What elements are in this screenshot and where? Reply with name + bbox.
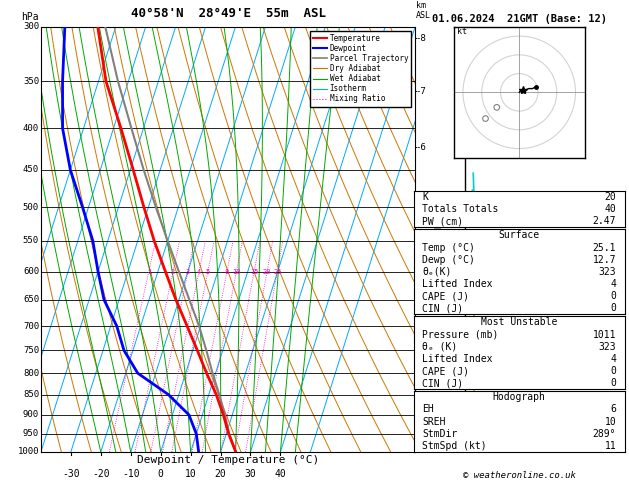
Text: 0: 0 <box>610 366 616 376</box>
Text: 0: 0 <box>610 378 616 388</box>
Text: 700: 700 <box>23 322 39 330</box>
Text: hPa: hPa <box>21 13 39 22</box>
Text: 8: 8 <box>225 269 229 275</box>
Text: 2.47: 2.47 <box>593 216 616 226</box>
Text: 400: 400 <box>23 124 39 133</box>
Text: 800: 800 <box>23 369 39 378</box>
X-axis label: Dewpoint / Temperature (°C): Dewpoint / Temperature (°C) <box>137 455 319 465</box>
Text: K: K <box>422 192 428 202</box>
Text: 350: 350 <box>23 77 39 86</box>
Text: 20: 20 <box>604 192 616 202</box>
Text: -1: -1 <box>416 431 426 440</box>
Text: Temp (°C): Temp (°C) <box>422 243 475 253</box>
Text: Surface: Surface <box>499 230 540 241</box>
Text: 600: 600 <box>23 267 39 276</box>
Text: 4: 4 <box>610 354 616 364</box>
Text: 1: 1 <box>147 269 151 275</box>
Text: 40: 40 <box>604 204 616 214</box>
Text: 40: 40 <box>274 469 286 479</box>
Text: 900: 900 <box>23 410 39 419</box>
Text: CIN (J): CIN (J) <box>422 303 464 313</box>
Text: 0: 0 <box>610 291 616 301</box>
Text: SREH: SREH <box>422 417 446 427</box>
Text: Totals Totals: Totals Totals <box>422 204 499 214</box>
Text: 1011: 1011 <box>593 330 616 340</box>
Text: 650: 650 <box>23 295 39 304</box>
Text: km
ASL: km ASL <box>416 1 431 20</box>
Text: 11: 11 <box>604 441 616 451</box>
Text: 3: 3 <box>186 269 190 275</box>
Text: 550: 550 <box>23 236 39 245</box>
Text: 0: 0 <box>158 469 164 479</box>
Text: 20: 20 <box>214 469 226 479</box>
Text: 20: 20 <box>263 269 271 275</box>
Text: -8: -8 <box>416 34 426 43</box>
Text: 323: 323 <box>599 267 616 277</box>
Text: 2: 2 <box>171 269 175 275</box>
Text: StmSpd (kt): StmSpd (kt) <box>422 441 487 451</box>
Text: CAPE (J): CAPE (J) <box>422 366 469 376</box>
Text: -3: -3 <box>416 331 426 341</box>
Text: Lifted Index: Lifted Index <box>422 279 493 289</box>
Text: 850: 850 <box>23 390 39 399</box>
Text: 5: 5 <box>206 269 210 275</box>
Text: CIN (J): CIN (J) <box>422 378 464 388</box>
Text: 4: 4 <box>197 269 201 275</box>
Text: 950: 950 <box>23 429 39 438</box>
Text: 10: 10 <box>232 269 241 275</box>
Legend: Temperature, Dewpoint, Parcel Trajectory, Dry Adiabat, Wet Adiabat, Isotherm, Mi: Temperature, Dewpoint, Parcel Trajectory… <box>309 31 411 106</box>
Text: 289°: 289° <box>593 429 616 439</box>
Text: 25.1: 25.1 <box>593 243 616 253</box>
Text: Dewp (°C): Dewp (°C) <box>422 255 475 265</box>
Text: -4: -4 <box>416 264 426 273</box>
Text: EH: EH <box>422 404 434 415</box>
Text: θₑ (K): θₑ (K) <box>422 342 457 352</box>
Text: 01.06.2024  21GMT (Base: 12): 01.06.2024 21GMT (Base: 12) <box>431 14 607 24</box>
Text: 750: 750 <box>23 346 39 355</box>
Text: 4: 4 <box>610 279 616 289</box>
Text: -6: -6 <box>416 143 426 152</box>
Text: 12.7: 12.7 <box>593 255 616 265</box>
Text: CAPE (J): CAPE (J) <box>422 291 469 301</box>
Text: 0: 0 <box>610 303 616 313</box>
Text: 15: 15 <box>250 269 259 275</box>
Text: Lifted Index: Lifted Index <box>422 354 493 364</box>
Text: Mixing Ratio (g/kg): Mixing Ratio (g/kg) <box>431 192 440 287</box>
Text: kt: kt <box>457 27 467 36</box>
Text: -2: -2 <box>416 396 426 405</box>
Text: Pressure (mb): Pressure (mb) <box>422 330 499 340</box>
Text: 323: 323 <box>599 342 616 352</box>
Text: -30: -30 <box>62 469 80 479</box>
Text: © weatheronline.co.uk: © weatheronline.co.uk <box>463 471 576 481</box>
Text: θₑ(K): θₑ(K) <box>422 267 452 277</box>
Text: 25: 25 <box>273 269 282 275</box>
Text: 450: 450 <box>23 165 39 174</box>
Text: 500: 500 <box>23 203 39 212</box>
Text: LCL: LCL <box>416 395 431 404</box>
Text: PW (cm): PW (cm) <box>422 216 464 226</box>
Text: 6: 6 <box>610 404 616 415</box>
Text: -20: -20 <box>92 469 109 479</box>
Text: -5: -5 <box>416 201 426 210</box>
Text: 30: 30 <box>245 469 257 479</box>
Text: -10: -10 <box>122 469 140 479</box>
Text: Hodograph: Hodograph <box>493 392 546 402</box>
Text: 300: 300 <box>23 22 39 31</box>
Text: -7: -7 <box>416 87 426 96</box>
Text: 40°58'N  28°49'E  55m  ASL: 40°58'N 28°49'E 55m ASL <box>130 7 326 20</box>
Text: StmDir: StmDir <box>422 429 457 439</box>
Text: Most Unstable: Most Unstable <box>481 317 557 328</box>
Text: 10: 10 <box>185 469 196 479</box>
Text: 10: 10 <box>604 417 616 427</box>
Text: 1000: 1000 <box>18 448 39 456</box>
